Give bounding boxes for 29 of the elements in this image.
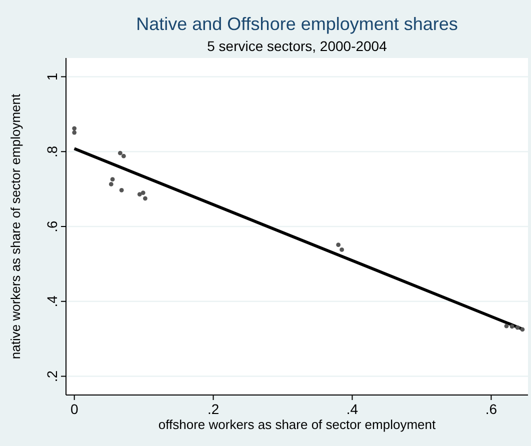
y-tick-label: 1 xyxy=(44,72,60,81)
x-axis-title: offshore workers as share of sector employment xyxy=(158,417,436,432)
point xyxy=(520,327,525,332)
point xyxy=(510,324,514,329)
y-axis-title: native workers as share of sector employment xyxy=(8,94,23,360)
point xyxy=(515,325,520,330)
y-tick-label: .4 xyxy=(44,295,60,308)
point xyxy=(72,130,77,135)
y-tick-label: .2 xyxy=(44,370,60,382)
point xyxy=(143,196,148,201)
point xyxy=(340,248,344,252)
chart-title: Native and Offshore employment shares xyxy=(136,14,458,34)
y-tick-label: .6 xyxy=(44,220,60,232)
point xyxy=(72,126,77,131)
point xyxy=(504,324,509,328)
chart-subtitle: 5 service sectors, 2000-2004 xyxy=(207,38,388,54)
point xyxy=(119,188,124,192)
point xyxy=(137,192,142,196)
point xyxy=(110,177,115,182)
point xyxy=(108,182,114,186)
point xyxy=(118,150,122,156)
point xyxy=(121,154,126,158)
point xyxy=(140,190,146,195)
x-tick-label: .2 xyxy=(207,401,220,417)
x-tick-label: .6 xyxy=(485,401,498,417)
x-tick-label: 0 xyxy=(70,401,78,417)
point xyxy=(336,242,341,248)
x-tick-label: .4 xyxy=(346,401,358,417)
y-tick-label: .8 xyxy=(44,146,60,158)
